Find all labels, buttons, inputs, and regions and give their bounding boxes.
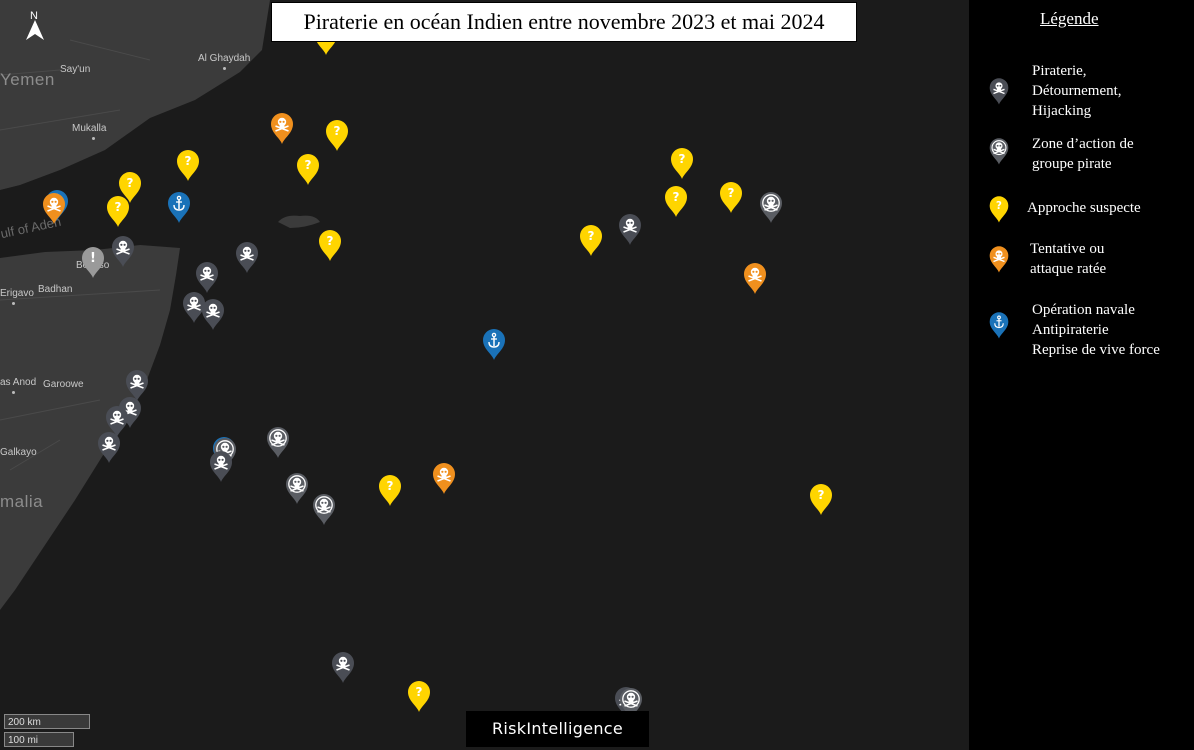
- legend-icon-naval: [988, 310, 1010, 340]
- place-label-mukalla: Mukalla: [72, 123, 107, 134]
- place-dot: [12, 302, 15, 305]
- marker-attempt[interactable]: [41, 191, 67, 225]
- legend-label-line: Antipiraterie: [1032, 322, 1109, 338]
- legend-label-hijack: Piraterie, Détournement, Hijacking: [1032, 61, 1122, 121]
- marker-hijack[interactable]: [124, 368, 150, 402]
- svg-text:?: ?: [416, 685, 423, 699]
- svg-text:?: ?: [327, 234, 334, 248]
- legend-icon-hijack: [988, 76, 1010, 106]
- svg-text:?: ?: [387, 479, 394, 493]
- marker-hijack[interactable]: [617, 212, 643, 246]
- marker-suspect[interactable]: ?: [718, 180, 744, 214]
- marker-group[interactable]: [311, 492, 337, 526]
- marker-naval[interactable]: [166, 190, 192, 224]
- place-label-galkayo: Galkayo: [0, 447, 37, 458]
- marker-suspect[interactable]: ?: [406, 679, 432, 713]
- svg-text:?: ?: [588, 229, 595, 243]
- marker-suspect[interactable]: ?: [578, 223, 604, 257]
- marker-hijack[interactable]: [330, 650, 356, 684]
- legend-label-suspect: Approche suspecte: [1027, 198, 1141, 218]
- marker-hijack[interactable]: [208, 449, 234, 483]
- marker-suspect[interactable]: ?: [295, 152, 321, 186]
- land-mass: [0, 0, 320, 610]
- place-label-garoowe: Garoowe: [43, 379, 84, 390]
- place-label-yemen: Yemen: [0, 70, 55, 89]
- marker-group[interactable]: [284, 471, 310, 505]
- place-label-las-anod: as Anod: [0, 377, 37, 388]
- scale-bar-mi: 100 mi: [4, 732, 74, 747]
- svg-text:?: ?: [996, 201, 1002, 212]
- marker-hijack[interactable]: [110, 234, 136, 268]
- svg-text:?: ?: [127, 176, 134, 190]
- map[interactable]: Yemen Say'un Al Ghaydah Mukalla ulf of A…: [0, 0, 969, 750]
- svg-text:?: ?: [673, 190, 680, 204]
- place-label-somalia: malia: [0, 492, 44, 511]
- legend-label-line: groupe pirate: [1032, 156, 1112, 172]
- north-arrow-icon: [26, 20, 44, 40]
- marker-hijack[interactable]: [96, 430, 122, 464]
- marker-suspect[interactable]: ?: [808, 482, 834, 516]
- marker-attempt[interactable]: [742, 261, 768, 295]
- marker-info[interactable]: !: [80, 245, 106, 279]
- logo: RiskIntelligence: [466, 711, 649, 747]
- marker-suspect[interactable]: ?: [663, 184, 689, 218]
- legend-label-line: Opération navale: [1032, 302, 1135, 318]
- marker-attempt[interactable]: [269, 111, 295, 145]
- legend-label-attempt: Tentative ou attaque ratée: [1030, 239, 1106, 279]
- marker-hijack[interactable]: [200, 297, 226, 331]
- marker-suspect[interactable]: ?: [377, 473, 403, 507]
- legend-title: Légende: [1040, 9, 1099, 28]
- svg-text:?: ?: [728, 186, 735, 200]
- place-dot: [12, 391, 15, 394]
- legend-icon-suspect: ?: [988, 194, 1010, 224]
- legend-label-naval: Opération navale Antipiraterie Reprise de …: [1032, 300, 1160, 360]
- place-label-al-ghaydah: Al Ghaydah: [198, 53, 251, 64]
- scale-bar-km: 200 km: [4, 714, 90, 729]
- svg-text:?: ?: [818, 488, 825, 502]
- legend-icon-attempt: [988, 244, 1010, 274]
- marker-hijack[interactable]: [181, 290, 207, 324]
- legend-label-line: attaque ratée: [1030, 261, 1107, 277]
- marker-hijack[interactable]: [234, 240, 260, 274]
- marker-suspect[interactable]: ?: [105, 194, 131, 228]
- marker-hijack[interactable]: [104, 404, 130, 438]
- marker-suspect[interactable]: ?: [117, 170, 143, 204]
- marker-group[interactable]: [265, 425, 291, 459]
- legend-label-group: Zone d’action de groupe pirate: [1032, 134, 1134, 174]
- place-dot: [92, 137, 95, 140]
- marker-suspect[interactable]: ?: [324, 118, 350, 152]
- marker-naval[interactable]: [481, 327, 507, 361]
- marker-attempt[interactable]: [431, 461, 457, 495]
- svg-text:?: ?: [679, 152, 686, 166]
- svg-text:?: ?: [334, 124, 341, 138]
- legend-label-line: Hijacking: [1032, 103, 1092, 119]
- svg-text:?: ?: [305, 158, 312, 172]
- marker-suspect[interactable]: ?: [317, 228, 343, 262]
- place-dot: [223, 67, 226, 70]
- legend-label-line: Approche suspecte: [1027, 200, 1141, 216]
- legend-label-line: Tentative ou: [1030, 241, 1105, 257]
- map-title: Piraterie en océan Indien entre novembre…: [271, 2, 857, 42]
- svg-text:?: ?: [115, 200, 122, 214]
- marker-group[interactable]: [618, 686, 644, 720]
- marker-hijack[interactable]: [194, 260, 220, 294]
- legend-label-line: Piraterie,: [1032, 63, 1087, 79]
- svg-text:!: !: [90, 251, 96, 266]
- place-label-sayun: Say'un: [60, 64, 91, 75]
- place-label-badhan: Badhan: [38, 284, 73, 295]
- marker-suspect[interactable]: ?: [669, 146, 695, 180]
- legend-panel: Légende Piraterie, Détournement, Hijacking…: [969, 0, 1194, 750]
- legend-label-line: Détournement,: [1032, 83, 1122, 99]
- legend-icon-group: [988, 136, 1010, 166]
- place-label-erigavo: Erigavo: [0, 288, 34, 299]
- svg-text:?: ?: [185, 154, 192, 168]
- legend-label-line: Reprise de vive force: [1032, 342, 1160, 358]
- legend-label-line: Zone d’action de: [1032, 136, 1134, 152]
- marker-group[interactable]: [758, 190, 784, 224]
- north-label: N: [30, 10, 38, 22]
- marker-suspect[interactable]: ?: [175, 148, 201, 182]
